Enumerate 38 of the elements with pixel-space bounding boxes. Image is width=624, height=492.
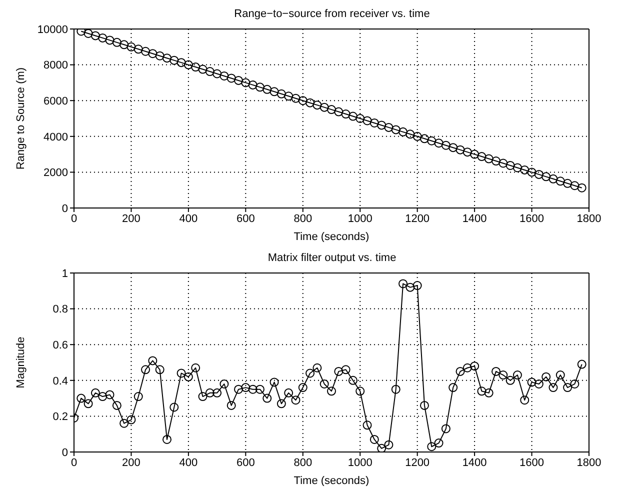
y-tick-label: 0 [62,446,68,459]
chart-title: Matrix filter output vs. time [266,252,398,264]
x-tick-label: 400 [179,456,198,469]
y-tick-label: 6000 [44,96,68,108]
x-tick-label: 1600 [520,456,544,469]
x-axis-title: Time (seconds) [294,475,370,487]
y-axis-title: Magnitude [14,336,27,388]
y-tick-label: 8000 [44,60,68,72]
x-tick-label: 200 [122,212,140,225]
x-tick-label: 1400 [462,212,487,225]
y-tick-label: 10000 [37,24,68,36]
x-tick-label: 600 [236,456,255,469]
x-tick-label: 800 [294,456,312,469]
x-tick-label: 600 [236,212,255,225]
x-tick-label: 1200 [405,212,430,225]
y-tick-label: 0.2 [52,411,68,424]
y-tick-label: 0.6 [52,340,68,352]
y-tick-label: 0.8 [52,304,68,316]
x-tick-label: 800 [294,212,312,225]
y-tick-label: 4000 [44,131,68,144]
y-tick-label: 0.4 [52,375,68,388]
x-tick-label: 0 [70,212,78,225]
x-tick-label: 1800 [576,212,602,225]
y-tick-label: 1 [62,268,68,280]
x-tick-label: 200 [122,456,140,469]
x-tick-label: 1000 [348,456,372,469]
y-axis-title: Range to Source (m) [14,67,27,170]
x-tick-label: 400 [179,212,198,225]
x-tick-label: 1600 [520,212,544,225]
chart-title: Range−to−source from receiver vs. time [233,8,431,20]
x-axis-title: Time (seconds) [294,231,370,243]
y-tick-label: 0 [62,202,68,215]
x-tick-label: 1000 [348,212,372,225]
x-tick-label: 1400 [462,456,487,469]
x-tick-label: 1800 [576,456,602,469]
x-tick-label: 1200 [405,456,430,469]
x-tick-label: 0 [70,456,78,469]
y-tick-label: 2000 [44,167,68,180]
